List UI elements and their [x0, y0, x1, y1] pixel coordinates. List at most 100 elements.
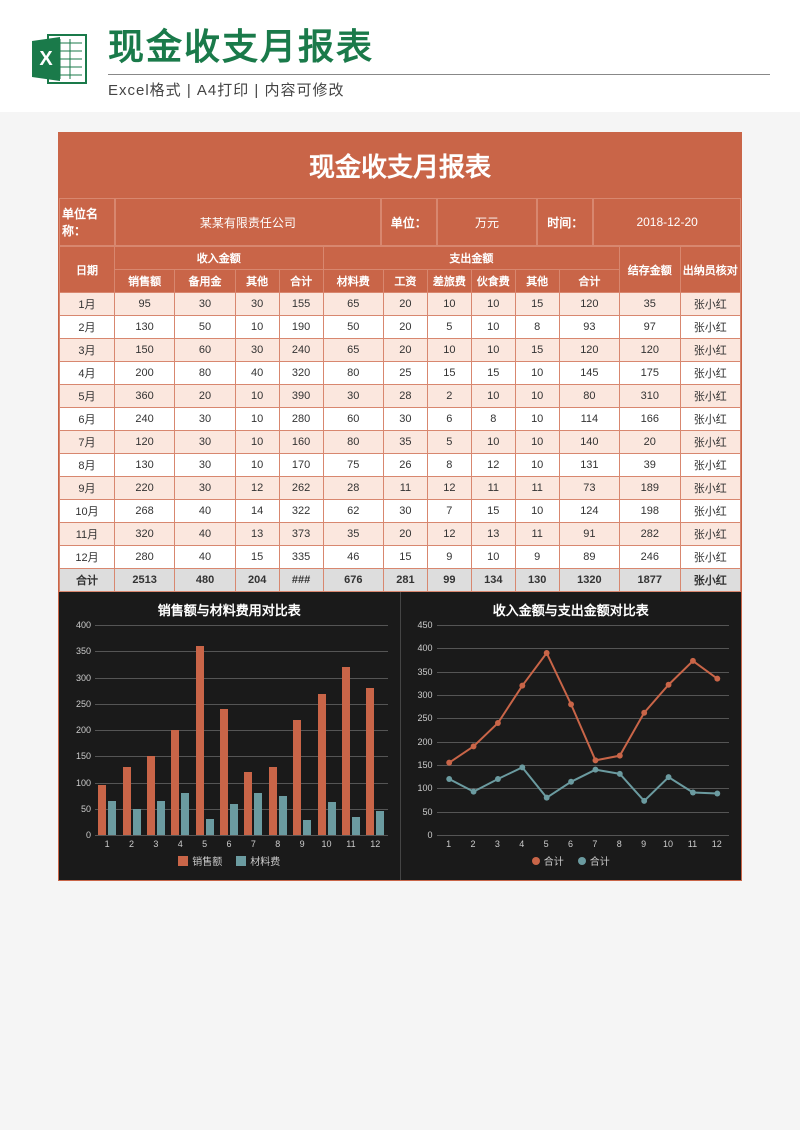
cell: 7: [427, 500, 471, 523]
cell: 46: [323, 546, 383, 569]
cell: 166: [620, 408, 680, 431]
sub-col: 工资: [383, 270, 427, 293]
cell: 张小红: [680, 477, 741, 500]
cell: 15: [471, 362, 515, 385]
cell: 8月: [60, 454, 115, 477]
cell: 5月: [60, 385, 115, 408]
cell: 15: [515, 339, 559, 362]
cell: 张小红: [680, 339, 741, 362]
cell: 6: [427, 408, 471, 431]
line-svg: [437, 625, 730, 835]
meta-row: 单位名称： 某某有限责任公司 单位： 万元 时间： 2018-12-20: [59, 198, 741, 246]
sub-col: 销售额: [114, 270, 174, 293]
cell: 120: [559, 293, 619, 316]
time-label: 时间：: [537, 198, 593, 246]
bar-material: [230, 804, 238, 836]
cell: 30: [383, 500, 427, 523]
bar-material: [376, 811, 384, 835]
bar-sales: [269, 767, 277, 835]
chart2-legend: 合计合计: [409, 853, 734, 868]
cell: 280: [114, 546, 174, 569]
unit-label: 单位：: [381, 198, 437, 246]
cell: 13: [471, 523, 515, 546]
cell: 张小红: [680, 569, 741, 592]
cell: 10: [471, 431, 515, 454]
cell: 15: [235, 546, 279, 569]
col-auditor: 出纳员核对: [680, 247, 741, 293]
cell: 26: [383, 454, 427, 477]
cell: 124: [559, 500, 619, 523]
cell: 20: [383, 523, 427, 546]
bar-material: [157, 801, 165, 835]
table-row: 3月15060302406520101015120120张小红: [60, 339, 741, 362]
bar-material: [181, 793, 189, 835]
cell: 1320: [559, 569, 619, 592]
cell: 30: [175, 477, 235, 500]
cell: 6月: [60, 408, 115, 431]
bar-sales: [171, 730, 179, 835]
cell: 13: [235, 523, 279, 546]
table-row: 7月120301016080355101014020张小红: [60, 431, 741, 454]
cell: 310: [620, 385, 680, 408]
cell: 10: [515, 385, 559, 408]
sheet-title: 现金收支月报表: [59, 133, 741, 198]
cell: 5: [427, 316, 471, 339]
sub-col: 差旅费: [427, 270, 471, 293]
cell: 12: [427, 477, 471, 500]
col-date: 日期: [60, 247, 115, 293]
cell: 240: [279, 339, 323, 362]
bar-material: [108, 801, 116, 835]
cell: 20: [383, 316, 427, 339]
cell: 30: [175, 293, 235, 316]
cell: 28: [383, 385, 427, 408]
cell: 9: [427, 546, 471, 569]
cell: 60: [175, 339, 235, 362]
time-value: 2018-12-20: [593, 198, 741, 246]
cell: 张小红: [680, 431, 741, 454]
cell: 合计: [60, 569, 115, 592]
cell: 220: [114, 477, 174, 500]
chart1-title: 销售额与材料费用对比表: [67, 600, 392, 619]
sub-col: 备用金: [175, 270, 235, 293]
cell: 204: [235, 569, 279, 592]
cell: 35: [323, 523, 383, 546]
cell: 15: [515, 293, 559, 316]
cell: 张小红: [680, 408, 741, 431]
cell: 99: [427, 569, 471, 592]
line-chart: 收入金额与支出金额对比表 050100150200250300350400450…: [401, 592, 742, 880]
bar-sales: [293, 720, 301, 836]
cell: 15: [383, 546, 427, 569]
cell: 10: [471, 339, 515, 362]
cell: 189: [620, 477, 680, 500]
bar-material: [206, 819, 214, 835]
cell: 10: [471, 316, 515, 339]
cell: 30: [175, 408, 235, 431]
cell: 30: [175, 454, 235, 477]
cell: 11: [515, 477, 559, 500]
cell: 10: [427, 293, 471, 316]
cell: 676: [323, 569, 383, 592]
cell: 20: [175, 385, 235, 408]
bar-sales: [220, 709, 228, 835]
table-row: 9月2203012262281112111173189张小红: [60, 477, 741, 500]
cell: 120: [114, 431, 174, 454]
cell: 8: [515, 316, 559, 339]
col-expense-group: 支出金额: [323, 247, 620, 270]
cell: 8: [471, 408, 515, 431]
cell: 20: [620, 431, 680, 454]
cell: 320: [114, 523, 174, 546]
cell: 198: [620, 500, 680, 523]
cell: 35: [620, 293, 680, 316]
cell: 120: [620, 339, 680, 362]
cell: 7月: [60, 431, 115, 454]
company-value: 某某有限责任公司: [115, 198, 381, 246]
cell: 10: [515, 362, 559, 385]
table-row: 1月953030155652010101512035张小红: [60, 293, 741, 316]
cell: 322: [279, 500, 323, 523]
cell: 175: [620, 362, 680, 385]
sub-col: 其他: [515, 270, 559, 293]
cell: 张小红: [680, 500, 741, 523]
data-table: 日期 收入金额 支出金额 结存金额 出纳员核对 销售额备用金其他合计材料费工资差…: [59, 246, 741, 592]
cell: 373: [279, 523, 323, 546]
cell: 30: [383, 408, 427, 431]
